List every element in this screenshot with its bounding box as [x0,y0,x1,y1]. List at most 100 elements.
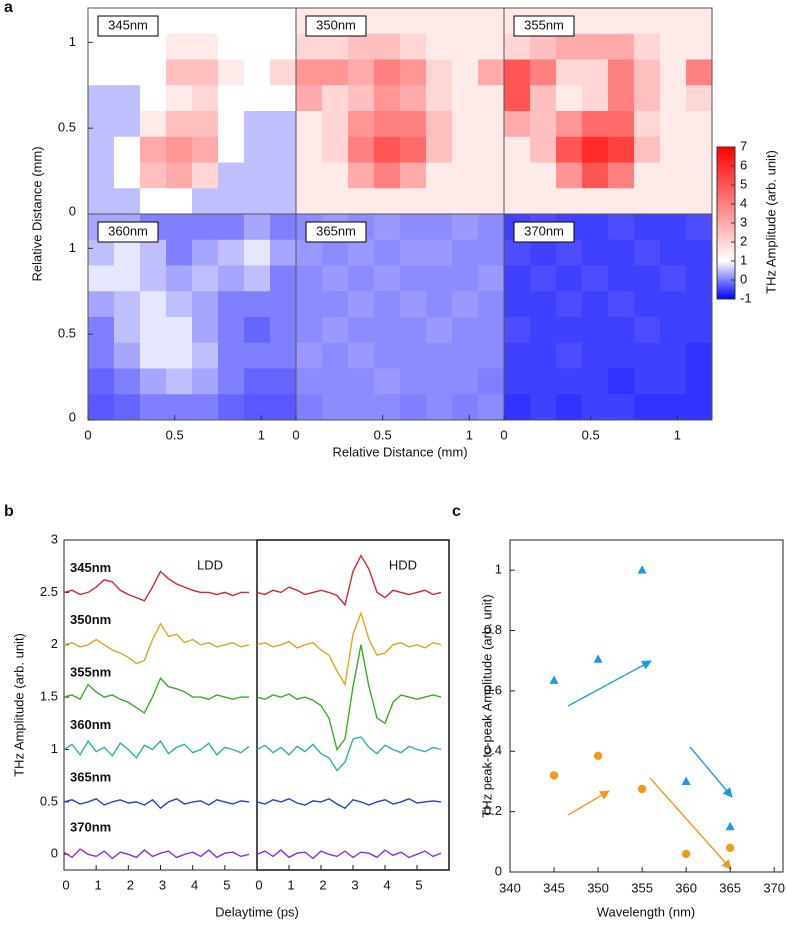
x-tick-label: 3 [351,877,358,892]
heatmap-cell [296,394,323,421]
heatmap-cell [166,239,193,266]
heatmap-cell [608,111,635,138]
heatmap-cell [452,85,479,112]
x-tick-label: 340 [499,880,521,895]
heatmap-cell [166,368,193,395]
heatmap-cell [244,291,271,318]
heatmap-cell [270,59,297,86]
x-tick-label: 365 [719,880,741,895]
colorbar-tick-label: 7 [740,138,747,153]
heatmap-cell [140,111,167,138]
arrow [649,777,732,870]
heatmap-cell [114,342,141,369]
heatmap-cell [478,85,505,112]
heatmap-cell [608,8,635,35]
heatmap-cell [556,317,583,344]
heatmap-cell [452,111,479,138]
legend-label: 350nm [70,612,111,627]
heatmap-cell [660,85,687,112]
heatmap-cell [686,368,713,395]
colorbar-tick-label: 3 [740,214,747,229]
heatmap-cell [660,111,687,138]
heatmap-cell [582,291,609,318]
heatmap-cell [114,59,141,86]
heatmap-cell [374,85,401,112]
heatmap-cell [686,33,713,60]
panel-label: a [4,0,13,16]
heatmap-cell [426,265,453,292]
heatmap-cell [114,188,141,215]
y-tick-label: 0.6 [484,682,502,697]
heatmap-cell [400,188,427,215]
panel-label-box [513,221,575,243]
heatmap-cell [426,85,453,112]
heatmap-cell [244,162,271,189]
heatmap-cell [634,239,661,266]
heatmap-cell [556,59,583,86]
heatmap-cell [192,239,219,266]
heatmap-cell [634,394,661,421]
heatmap-cell [270,85,297,112]
heatmap-cell [556,291,583,318]
x-tick-label: 350 [587,880,609,895]
heatmap-cell [426,368,453,395]
heatmap-cell [244,8,271,35]
heatmap-cell [400,342,427,369]
heatmap-cell [556,85,583,112]
heatmap-cell [348,136,375,163]
heatmap-cell [478,342,505,369]
heatmap-cell [296,291,323,318]
heatmap-cell [634,188,661,215]
heatmap-cell [582,342,609,369]
heatmap-cell [374,214,401,241]
x-tick-label: 0 [84,427,91,442]
heatmap-cell [582,265,609,292]
heatmap-cell [556,265,583,292]
heatmap-cell [140,239,167,266]
panel-label-box [305,15,367,37]
heatmap-cell [582,85,609,112]
x-tick-label: 370 [763,880,785,895]
heatmap-cell [400,136,427,163]
y-tick-label: 1 [69,34,76,49]
panel-label-box [513,15,575,37]
heatmap-cell [426,239,453,266]
heatmap-cell [660,368,687,395]
heatmap-cell [608,342,635,369]
y-tick-label: 0.5 [58,326,76,341]
heatmap-cell [530,188,557,215]
heatmap-cell [686,136,713,163]
heatmap-cell [348,111,375,138]
marker [681,776,691,785]
heatmap-cell [452,394,479,421]
heatmap-cell [244,265,271,292]
panel-label: 365nm [316,223,356,238]
heatmap-cell [634,33,661,60]
heatmap-cell [166,265,193,292]
x-tick-label: 0 [255,877,262,892]
heatmap-cell [114,136,141,163]
heatmap-cell [582,8,609,35]
heatmap-cell [374,265,401,292]
legend-label: 370nm [70,820,111,835]
heatmap-cell [296,162,323,189]
legend-label: 355nm [70,665,111,680]
heatmap-cell [478,8,505,35]
heatmap-cell [556,188,583,215]
heatmap-cell [478,291,505,318]
heatmap-cell [270,136,297,163]
heatmap-cell [530,394,557,421]
heatmap-cell [88,188,115,215]
heatmap-cell [296,59,323,86]
trace [63,570,249,602]
colorbar-tick-label: 6 [740,157,747,172]
heatmap-cell [192,59,219,86]
x-tick-label: 0.5 [582,427,600,442]
heatmap-cell [452,342,479,369]
heatmap-cell [374,317,401,344]
heatmap-cell [166,291,193,318]
heatmap-cell [400,368,427,395]
heatmap-cell [426,162,453,189]
x-tick-label: 345 [543,880,565,895]
